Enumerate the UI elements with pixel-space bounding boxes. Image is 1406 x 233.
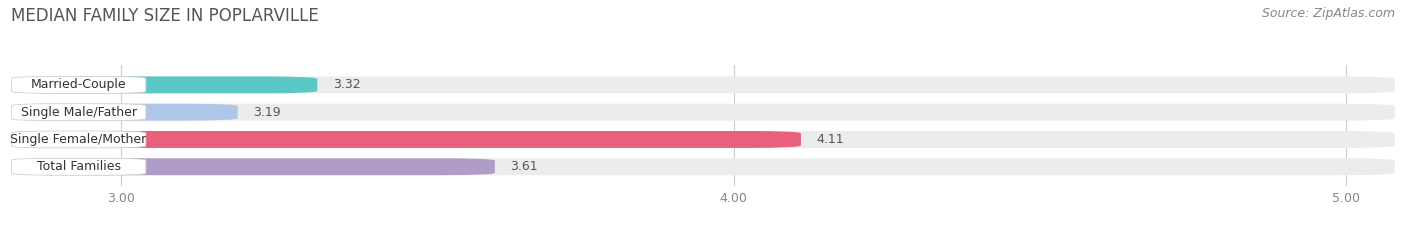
Text: 3.32: 3.32 (333, 78, 360, 91)
FancyBboxPatch shape (11, 131, 1395, 148)
Text: Source: ZipAtlas.com: Source: ZipAtlas.com (1261, 7, 1395, 20)
FancyBboxPatch shape (11, 131, 146, 148)
FancyBboxPatch shape (11, 76, 318, 93)
FancyBboxPatch shape (11, 104, 238, 121)
FancyBboxPatch shape (11, 104, 1395, 121)
Text: Total Families: Total Families (37, 160, 121, 173)
Text: 4.11: 4.11 (817, 133, 844, 146)
Text: Single Male/Father: Single Male/Father (21, 106, 136, 119)
Text: MEDIAN FAMILY SIZE IN POPLARVILLE: MEDIAN FAMILY SIZE IN POPLARVILLE (11, 7, 319, 25)
FancyBboxPatch shape (11, 158, 1395, 175)
Text: 3.61: 3.61 (510, 160, 537, 173)
FancyBboxPatch shape (11, 76, 1395, 93)
FancyBboxPatch shape (11, 104, 146, 121)
Text: Married-Couple: Married-Couple (31, 78, 127, 91)
FancyBboxPatch shape (11, 76, 146, 93)
FancyBboxPatch shape (11, 131, 801, 148)
FancyBboxPatch shape (11, 158, 495, 175)
Text: 3.19: 3.19 (253, 106, 281, 119)
FancyBboxPatch shape (11, 158, 146, 175)
Text: Single Female/Mother: Single Female/Mother (10, 133, 146, 146)
